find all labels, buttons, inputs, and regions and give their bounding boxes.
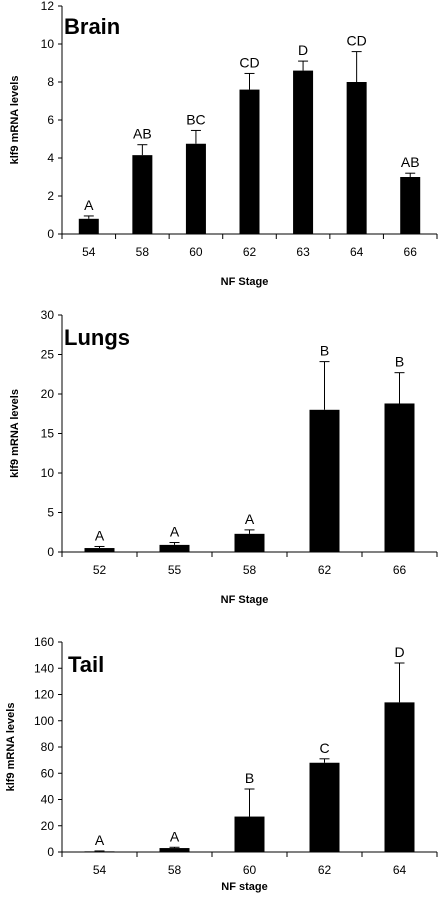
y-tick-label: 20 bbox=[41, 387, 55, 401]
x-tick-label: 54 bbox=[93, 863, 107, 877]
significance-group-label: A bbox=[245, 511, 255, 527]
bar bbox=[384, 403, 415, 552]
bar bbox=[78, 218, 99, 234]
bar bbox=[346, 82, 367, 234]
x-axis-title: NF Stage bbox=[221, 276, 269, 288]
significance-group-label: A bbox=[95, 527, 105, 543]
x-tick-label: 64 bbox=[350, 245, 364, 259]
y-tick-label: 0 bbox=[47, 845, 54, 859]
y-tick-label: 40 bbox=[41, 793, 55, 807]
y-axis-title: klf9 mRNA levels bbox=[5, 703, 17, 792]
y-tick-label: 4 bbox=[47, 151, 54, 165]
significance-group-label: A bbox=[95, 832, 105, 848]
bar bbox=[132, 155, 153, 234]
y-tick-label: 6 bbox=[47, 113, 54, 127]
y-tick-label: 10 bbox=[41, 466, 55, 480]
significance-group-label: A bbox=[170, 828, 180, 844]
bar bbox=[84, 548, 115, 552]
y-tick-label: 20 bbox=[41, 819, 55, 833]
y-tick-label: 140 bbox=[34, 661, 54, 675]
significance-group-label: CD bbox=[347, 33, 367, 49]
x-tick-label: 63 bbox=[296, 245, 310, 259]
y-tick-label: 120 bbox=[34, 688, 54, 702]
y-tick-label: 100 bbox=[34, 714, 54, 728]
panel-title: Lungs bbox=[64, 325, 130, 350]
x-tick-label: 60 bbox=[189, 245, 203, 259]
bar bbox=[293, 70, 314, 234]
panel-title: Brain bbox=[64, 14, 120, 39]
x-tick-label: 60 bbox=[243, 863, 257, 877]
bar bbox=[234, 816, 265, 852]
significance-group-label: BC bbox=[186, 111, 205, 127]
y-tick-label: 30 bbox=[41, 308, 55, 322]
x-tick-label: 58 bbox=[243, 563, 257, 577]
significance-group-label: C bbox=[319, 740, 329, 756]
bar bbox=[309, 409, 340, 552]
significance-group-label: B bbox=[245, 770, 254, 786]
bar bbox=[159, 848, 190, 852]
bar bbox=[84, 851, 115, 853]
bar bbox=[234, 533, 265, 552]
significance-group-label: AB bbox=[401, 154, 420, 170]
x-tick-label: 66 bbox=[404, 245, 418, 259]
bar bbox=[384, 702, 415, 852]
bar bbox=[400, 177, 421, 234]
significance-group-label: CD bbox=[239, 54, 259, 70]
bar bbox=[239, 89, 260, 234]
y-tick-label: 80 bbox=[41, 740, 55, 754]
y-tick-label: 8 bbox=[47, 75, 54, 89]
y-tick-label: 0 bbox=[47, 227, 54, 241]
x-tick-label: 62 bbox=[318, 863, 332, 877]
panel-title: Tail bbox=[68, 652, 104, 677]
x-tick-label: 64 bbox=[393, 863, 407, 877]
y-tick-label: 12 bbox=[41, 0, 55, 13]
y-axis-title: klf9 mRNA levels bbox=[9, 389, 21, 478]
y-tick-label: 5 bbox=[47, 506, 54, 520]
bar bbox=[309, 762, 340, 852]
x-tick-label: 58 bbox=[136, 245, 150, 259]
y-tick-label: 2 bbox=[47, 189, 54, 203]
x-tick-label: 66 bbox=[393, 563, 407, 577]
y-tick-label: 10 bbox=[41, 37, 55, 51]
x-axis-title: NF Stage bbox=[221, 594, 269, 606]
x-tick-label: 52 bbox=[93, 563, 107, 577]
x-tick-label: 55 bbox=[168, 563, 182, 577]
significance-group-label: D bbox=[298, 42, 308, 58]
y-tick-label: 15 bbox=[41, 427, 55, 441]
bar bbox=[159, 544, 190, 552]
y-tick-label: 25 bbox=[41, 348, 55, 362]
significance-group-label: AB bbox=[133, 126, 152, 142]
x-tick-label: 62 bbox=[243, 245, 257, 259]
bar bbox=[185, 143, 206, 234]
significance-group-label: B bbox=[320, 343, 329, 359]
y-axis-title: klf9 mRNA levels bbox=[9, 76, 21, 165]
x-tick-label: 54 bbox=[82, 245, 96, 259]
significance-group-label: B bbox=[395, 354, 404, 370]
x-axis-title: NF stage bbox=[221, 881, 267, 893]
x-tick-label: 58 bbox=[168, 863, 182, 877]
significance-group-label: A bbox=[170, 524, 180, 540]
y-tick-label: 0 bbox=[47, 545, 54, 559]
significance-group-label: D bbox=[394, 644, 404, 660]
y-tick-label: 60 bbox=[41, 766, 55, 780]
x-tick-label: 62 bbox=[318, 563, 332, 577]
y-tick-label: 160 bbox=[34, 635, 54, 649]
significance-group-label: A bbox=[84, 197, 94, 213]
